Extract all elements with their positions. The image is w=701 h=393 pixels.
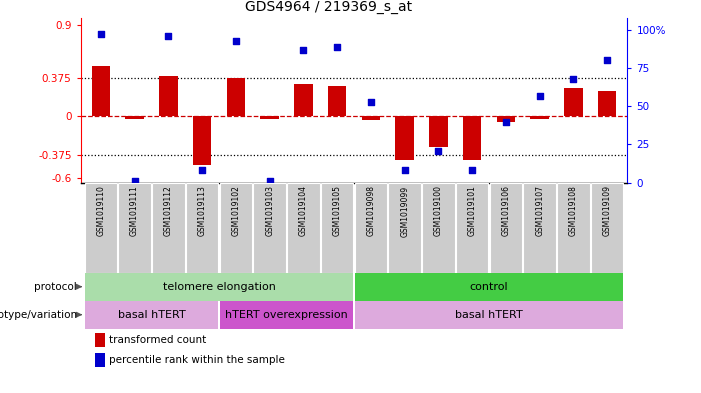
Bar [422, 183, 454, 273]
Bar [490, 183, 522, 273]
Bar [395, 116, 414, 160]
Bar [355, 301, 623, 329]
Point [129, 178, 140, 184]
Text: GSM1019113: GSM1019113 [198, 185, 207, 236]
Text: GSM1019106: GSM1019106 [501, 185, 510, 236]
Text: genotype/variation: genotype/variation [0, 310, 77, 320]
Point [399, 167, 410, 174]
Text: GSM1019111: GSM1019111 [130, 185, 139, 236]
Text: GSM1019099: GSM1019099 [400, 185, 409, 237]
Text: GSM1019109: GSM1019109 [603, 185, 612, 236]
Text: basal hTERT: basal hTERT [118, 310, 185, 320]
Bar [219, 183, 252, 273]
Point [95, 31, 107, 38]
Text: GSM1019103: GSM1019103 [265, 185, 274, 236]
Bar [186, 183, 218, 273]
Bar [328, 86, 346, 116]
Point [365, 99, 376, 105]
Text: control: control [470, 282, 508, 292]
Point [163, 33, 174, 39]
Bar [219, 301, 353, 329]
Bar [598, 91, 616, 116]
Bar [159, 76, 177, 116]
Bar [85, 183, 117, 273]
Point [601, 57, 613, 64]
Bar [125, 116, 144, 119]
Bar [260, 116, 279, 119]
Text: telomere elongation: telomere elongation [163, 282, 275, 292]
Bar [355, 183, 387, 273]
Bar [85, 301, 218, 329]
Point [534, 92, 545, 99]
Bar [531, 116, 549, 119]
Bar [95, 353, 105, 367]
Text: basal hTERT: basal hTERT [455, 310, 523, 320]
Text: GSM1019098: GSM1019098 [367, 185, 375, 236]
Bar [456, 183, 489, 273]
Text: GSM1019107: GSM1019107 [535, 185, 544, 236]
Bar [193, 116, 212, 165]
Bar [321, 183, 353, 273]
Bar [557, 183, 590, 273]
Point [230, 37, 241, 44]
Bar [524, 183, 556, 273]
Point [467, 167, 478, 174]
Text: GSM1019108: GSM1019108 [569, 185, 578, 236]
Point [298, 47, 309, 53]
Point [196, 167, 207, 174]
Text: GSM1019105: GSM1019105 [333, 185, 341, 236]
Text: percentile rank within the sample: percentile rank within the sample [109, 355, 285, 365]
Point [501, 118, 512, 125]
Point [568, 75, 579, 82]
Bar [564, 88, 583, 116]
Bar [294, 84, 313, 116]
Text: GSM1019100: GSM1019100 [434, 185, 443, 236]
Bar [85, 273, 353, 301]
Text: transformed count: transformed count [109, 335, 206, 345]
Point [332, 44, 343, 50]
Text: protocol: protocol [34, 282, 77, 292]
Bar [95, 333, 105, 347]
Bar [287, 183, 320, 273]
Text: GSM1019110: GSM1019110 [96, 185, 105, 236]
Bar [355, 273, 623, 301]
Bar [92, 66, 110, 116]
Bar [362, 116, 380, 119]
Bar [591, 183, 623, 273]
Bar [152, 183, 184, 273]
Bar [254, 183, 286, 273]
Text: GDS4964 / 219369_s_at: GDS4964 / 219369_s_at [245, 0, 412, 14]
Text: GSM1019102: GSM1019102 [231, 185, 240, 236]
Text: hTERT overexpression: hTERT overexpression [225, 310, 348, 320]
Point [264, 178, 275, 184]
Point [433, 147, 444, 154]
Bar [463, 116, 482, 160]
Bar [429, 116, 448, 147]
Bar [388, 183, 421, 273]
Bar [118, 183, 151, 273]
Bar [496, 116, 515, 121]
Text: GSM1019101: GSM1019101 [468, 185, 477, 236]
Text: GSM1019104: GSM1019104 [299, 185, 308, 236]
Bar [226, 78, 245, 116]
Text: GSM1019112: GSM1019112 [164, 185, 173, 236]
